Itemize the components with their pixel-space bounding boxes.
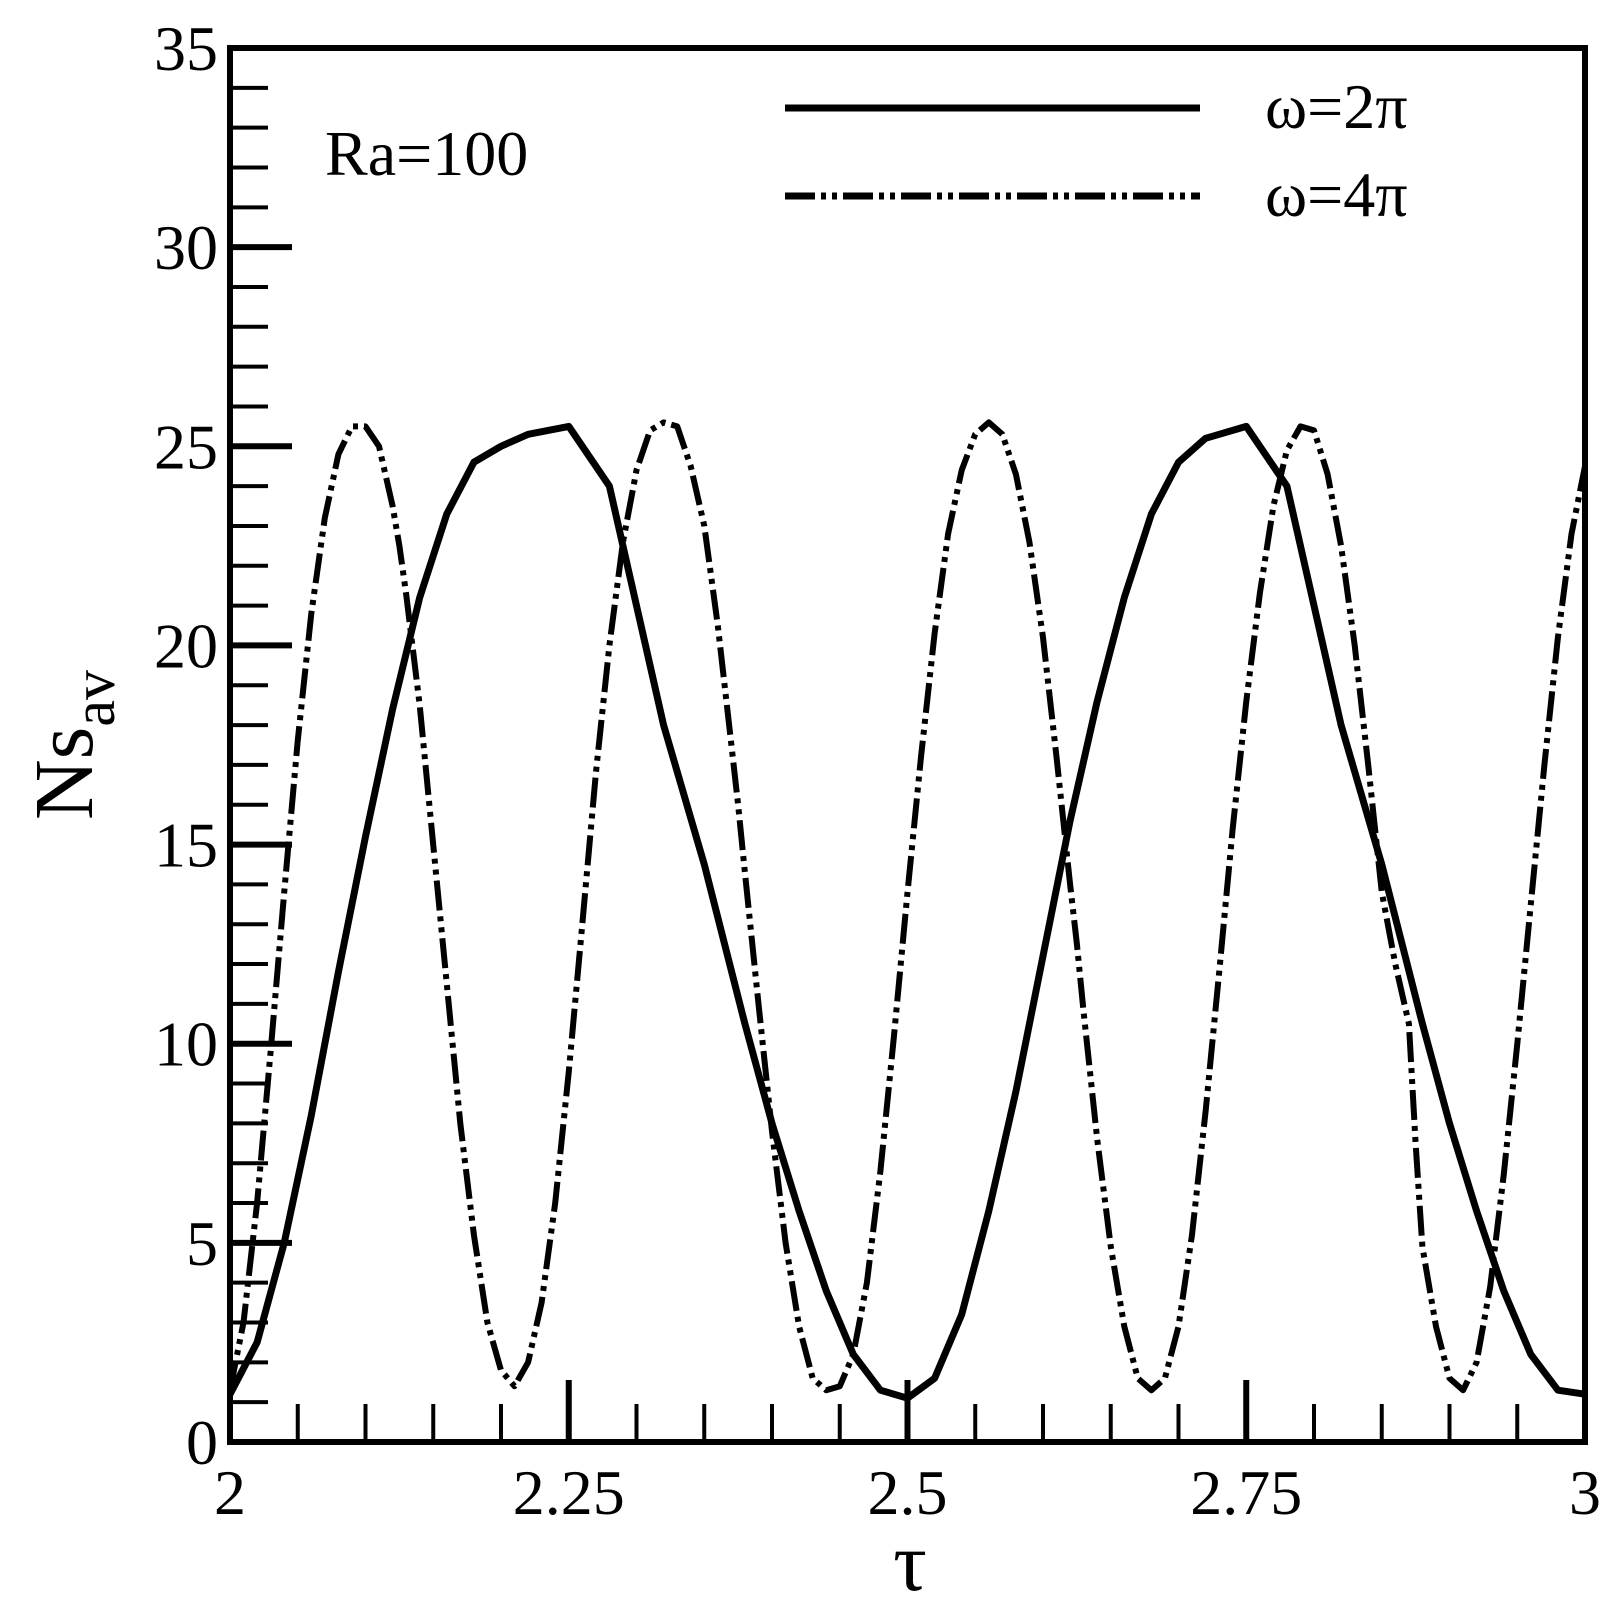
y-tick-label: 20 [154, 610, 218, 681]
y-axis-title-main: Ns [18, 727, 111, 820]
y-tick-label: 30 [154, 212, 218, 283]
legend-label-omega-2pi: ω=2π [1265, 71, 1408, 142]
tick-labels-layer: 0 5 10 15 20 25 30 35 2 2.25 2.5 2.75 3 [154, 13, 1601, 1528]
y-tick-label: 10 [154, 1009, 218, 1080]
y-axis-title: Nsav [18, 670, 127, 820]
annotation-ra: Ra=100 [325, 118, 528, 189]
x-tick-label: 3 [1569, 1457, 1601, 1528]
x-tick-label: 2.75 [1190, 1457, 1302, 1528]
y-axis-title-sub: av [61, 670, 127, 727]
x-tick-label: 2.5 [868, 1457, 948, 1528]
y-tick-label: 5 [186, 1208, 218, 1279]
x-tick-label: 2 [214, 1457, 246, 1528]
x-tick-label: 2.25 [513, 1457, 625, 1528]
legend-label-omega-4pi: ω=4π [1265, 159, 1408, 230]
y-tick-label: 25 [154, 411, 218, 482]
series-line-omega-4pi [227, 419, 1588, 1394]
y-tick-label: 35 [154, 13, 218, 84]
y-tick-label: 0 [186, 1407, 218, 1478]
y-tick-label: 15 [154, 810, 218, 881]
plot-frame [227, 45, 1588, 1445]
legend: ω=2π ω=4π [785, 71, 1408, 230]
svg-text:Nsav: Nsav [18, 670, 127, 820]
x-axis-title: τ [893, 1516, 927, 1599]
